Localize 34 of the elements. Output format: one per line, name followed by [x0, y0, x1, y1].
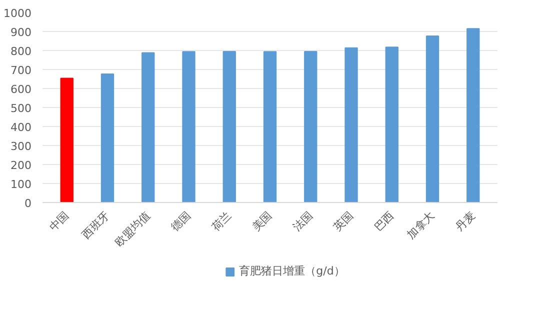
x-tick-label: 法国	[290, 208, 316, 234]
bar	[263, 51, 277, 202]
bar	[100, 74, 114, 202]
bar	[304, 50, 318, 202]
x-tick-label: 丹麦	[452, 208, 478, 234]
bar	[222, 50, 236, 202]
y-tick-label: 500	[10, 102, 32, 115]
y-tick-label: 200	[10, 159, 32, 172]
y-tick-label: 900	[10, 26, 32, 39]
x-tick-label: 英国	[331, 208, 356, 234]
bar	[426, 36, 440, 202]
bar	[182, 51, 196, 202]
legend-label: 育肥猪日增重（g/d）	[239, 264, 345, 278]
x-tick-label: 加拿大	[404, 208, 438, 242]
y-tick-label: 700	[10, 64, 32, 77]
y-tick-label: 0	[24, 197, 32, 210]
y-tick-label: 800	[10, 45, 32, 58]
x-tick-label: 西班牙	[80, 208, 112, 242]
x-tick-label: 美国	[250, 208, 275, 234]
y-tick-label: 1000	[4, 7, 32, 20]
y-tick-label: 100	[10, 178, 32, 191]
x-tick-label: 德国	[168, 208, 194, 234]
y-tick-label: 600	[10, 83, 32, 96]
x-tick-label: 中国	[46, 208, 72, 234]
x-tick-label: 巴西	[372, 208, 396, 234]
y-tick-label: 400	[10, 121, 32, 134]
bar	[142, 52, 155, 202]
bar	[344, 47, 358, 202]
bar	[385, 46, 398, 202]
x-tick-label: 欧盟均值	[112, 208, 153, 250]
x-tick-label: 荷兰	[209, 208, 234, 234]
bar	[466, 28, 480, 202]
bar	[60, 78, 74, 202]
y-tick-label: 300	[10, 140, 32, 153]
